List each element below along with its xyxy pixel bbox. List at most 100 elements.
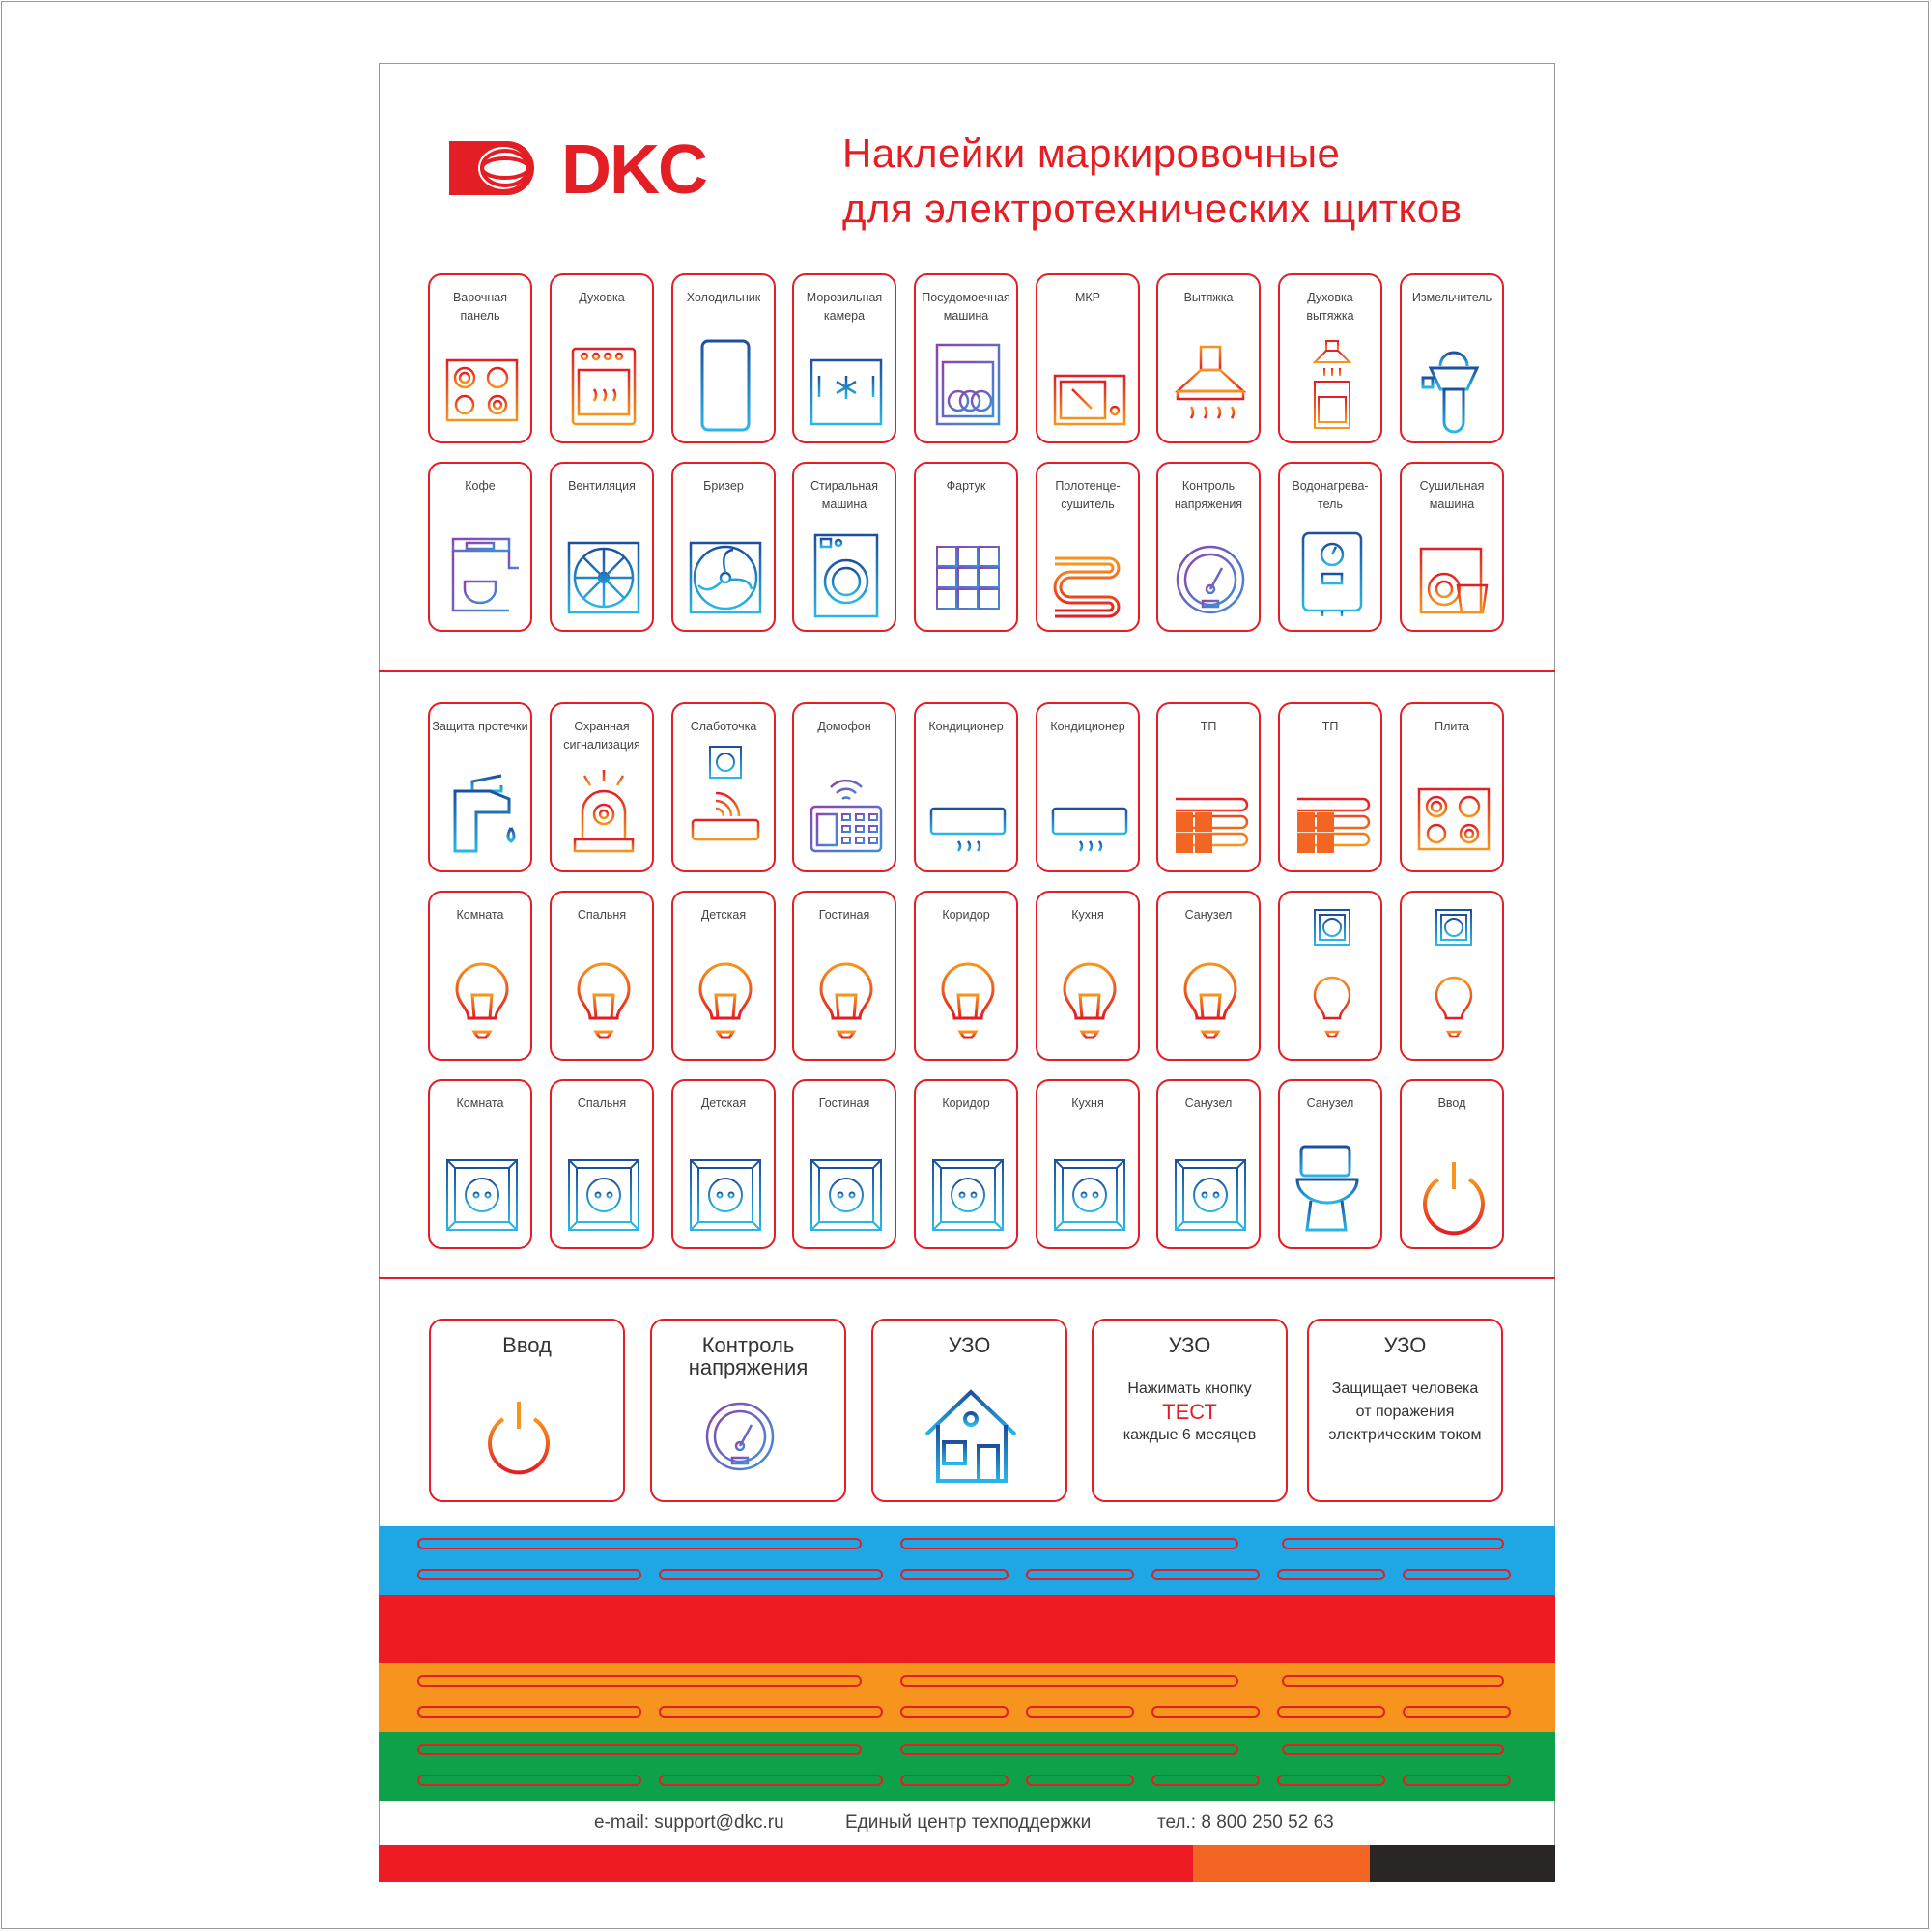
sticker-card[interactable]: Кухня <box>1036 1079 1140 1249</box>
sticker-card[interactable]: МКР <box>1036 273 1140 443</box>
sticker-card[interactable]: Защита протечки <box>428 702 532 872</box>
sticker-card[interactable]: Измельчитель <box>1400 273 1504 443</box>
sticker-card[interactable]: Домофон <box>792 702 896 872</box>
uzo-sticker-card[interactable]: УЗО Защищает человека от поражения электрич… <box>1307 1319 1503 1502</box>
label-slot[interactable] <box>417 1569 641 1580</box>
sticker-card[interactable]: Посудомоечная машина <box>914 273 1018 443</box>
sticker-card[interactable]: ТП <box>1278 702 1382 872</box>
stove-icon <box>445 358 519 422</box>
label-slot[interactable] <box>1026 1569 1134 1580</box>
sticker-card[interactable]: Санузел <box>1156 891 1261 1061</box>
sticker-card[interactable]: Охранная сигнализация <box>550 702 654 872</box>
bulb-icon <box>1063 962 1117 1039</box>
label-slot[interactable] <box>1282 1538 1504 1549</box>
sticker-label: Кондиционер <box>928 720 1004 733</box>
sticker-card[interactable]: Духовка вытяжка <box>1278 273 1382 443</box>
label-slot[interactable] <box>1277 1775 1385 1786</box>
bulb-icon <box>819 962 873 1039</box>
label-slot[interactable] <box>1277 1569 1385 1580</box>
sticker-card[interactable]: Комната <box>428 1079 532 1249</box>
sticker-card[interactable]: Кухня <box>1036 891 1140 1061</box>
sticker-card[interactable]: Плита <box>1400 702 1504 872</box>
sticker-card[interactable]: Кофе <box>428 462 532 632</box>
label-slot[interactable] <box>1026 1706 1134 1718</box>
sticker-card[interactable]: Детская <box>671 1079 776 1249</box>
sticker-card[interactable]: Гостиная <box>792 1079 896 1249</box>
dkc-logo: DKC <box>449 135 709 199</box>
label-slot[interactable] <box>659 1775 883 1786</box>
floor-heating-icon <box>1176 797 1249 853</box>
label-slot[interactable] <box>1151 1569 1260 1580</box>
label-slot[interactable] <box>1403 1569 1511 1580</box>
sticker-card[interactable]: Полотенце-сушитель <box>1036 462 1140 632</box>
sticker-card[interactable]: Вытяжка <box>1156 273 1261 443</box>
uzo-sticker-card[interactable]: УЗО <box>871 1319 1067 1502</box>
sticker-card[interactable]: Варочная панель <box>428 273 532 443</box>
sticker-label: Санузел <box>1184 908 1233 922</box>
label-slot[interactable] <box>900 1744 1238 1755</box>
sticker-card[interactable]: Сушильная машина <box>1400 462 1504 632</box>
title-line-2: для электротехнических щитков <box>842 185 1463 231</box>
sticker-card[interactable]: Кондиционер <box>914 702 1018 872</box>
label-slot[interactable] <box>900 1569 1009 1580</box>
sticker-card[interactable] <box>1400 891 1504 1061</box>
power-icon <box>1423 1162 1485 1236</box>
towel-dryer-icon <box>1053 556 1121 618</box>
label-slot[interactable] <box>1151 1706 1260 1718</box>
label-slot[interactable] <box>417 1538 862 1549</box>
sticker-label: Коридор <box>942 1096 990 1110</box>
sticker-card[interactable]: Водонагрева-тель <box>1278 462 1382 632</box>
label-slot[interactable] <box>900 1775 1009 1786</box>
sticker-label: Кондиционер <box>1050 720 1125 733</box>
sticker-label: Гостиная <box>818 908 870 922</box>
label-slot[interactable] <box>1151 1775 1260 1786</box>
sticker-card[interactable]: Фартук <box>914 462 1018 632</box>
label-slot[interactable] <box>1026 1775 1134 1786</box>
sticker-label: Комната <box>456 908 504 922</box>
sticker-card[interactable] <box>1278 891 1382 1061</box>
sticker-card[interactable]: Стиральная машина <box>792 462 896 632</box>
sticker-card[interactable]: ТП <box>1156 702 1261 872</box>
label-slot[interactable] <box>1403 1775 1511 1786</box>
sticker-label: Вентиляция <box>568 479 636 493</box>
sticker-card[interactable]: Контроль напряжения <box>1156 462 1261 632</box>
sticker-card[interactable]: Спальня <box>550 891 654 1061</box>
sticker-card[interactable]: Коридор <box>914 891 1018 1061</box>
label-slot[interactable] <box>1403 1706 1511 1718</box>
sticker-card[interactable]: Гостиная <box>792 891 896 1061</box>
sticker-card[interactable]: Комната <box>428 891 532 1061</box>
sticker-card[interactable]: Холодильник <box>671 273 776 443</box>
sticker-card[interactable]: Детская <box>671 891 776 1061</box>
label-slot[interactable] <box>659 1569 883 1580</box>
sticker-card[interactable]: Бризер <box>671 462 776 632</box>
sticker-card[interactable]: Духовка <box>550 273 654 443</box>
label-slot[interactable] <box>900 1675 1238 1687</box>
label-slot[interactable] <box>1277 1706 1385 1718</box>
sticker-card[interactable]: Кондиционер <box>1036 702 1140 872</box>
uzo-sticker-card[interactable]: Ввод <box>429 1319 625 1502</box>
label-slot[interactable] <box>417 1775 641 1786</box>
label-slot[interactable] <box>1282 1744 1504 1755</box>
footer-email[interactable]: e-mail: support@dkc.ru <box>594 1812 784 1833</box>
sticker-card[interactable]: Коридор <box>914 1079 1018 1249</box>
label-slot[interactable] <box>1282 1675 1504 1687</box>
label-slot[interactable] <box>659 1706 883 1718</box>
sticker-card[interactable]: Ввод <box>1400 1079 1504 1249</box>
label-slot[interactable] <box>900 1706 1009 1718</box>
uzo-sticker-card[interactable]: Контроль напряжения <box>650 1319 846 1502</box>
bulb-icon <box>1183 962 1237 1039</box>
sticker-card[interactable]: Санузел <box>1278 1079 1382 1249</box>
sticker-card[interactable]: Слаботочка <box>671 702 776 872</box>
label-slot[interactable] <box>900 1538 1238 1549</box>
sticker-label: Детская <box>700 1096 747 1110</box>
sticker-card[interactable]: Морозильная камера <box>792 273 896 443</box>
sticker-card[interactable]: Санузел <box>1156 1079 1261 1249</box>
label-slot[interactable] <box>417 1675 862 1687</box>
label-slot[interactable] <box>417 1706 641 1718</box>
uzo-sticker-card[interactable]: УЗО Нажимать кнопку ТЕСТ каждые 6 месяцев <box>1092 1319 1288 1502</box>
sticker-card[interactable]: Спальня <box>550 1079 654 1249</box>
sticker-card[interactable]: Вентиляция <box>550 462 654 632</box>
sticker-label: Морозильная камера <box>806 291 883 323</box>
section-divider <box>379 1277 1555 1279</box>
label-slot[interactable] <box>417 1744 862 1755</box>
